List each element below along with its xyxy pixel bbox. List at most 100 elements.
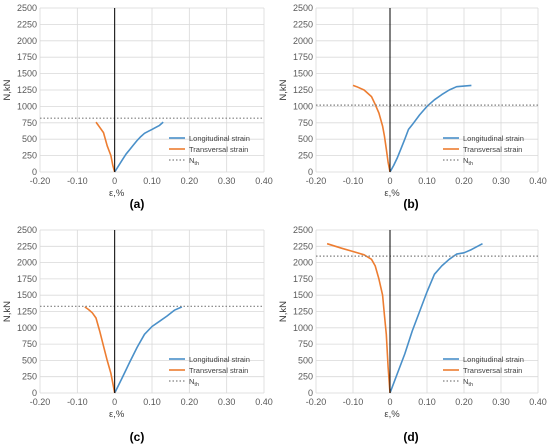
y-tick-label: 750 <box>22 118 37 128</box>
legend-nth-label: Nth <box>463 156 473 167</box>
y-tick-label: 250 <box>22 372 37 382</box>
y-tick-label: 750 <box>298 339 313 349</box>
x-tick-label: 0.40 <box>529 397 547 407</box>
x-tick-label: -0.20 <box>30 397 51 407</box>
x-tick-label: 0.40 <box>255 176 273 186</box>
y-tick-label: 0 <box>32 167 37 177</box>
y-tick-label: 0 <box>32 388 37 398</box>
series-line-longitudinal <box>114 121 164 173</box>
x-axis-label: ε,% <box>384 409 400 420</box>
y-tick-label: 2000 <box>17 258 37 268</box>
chart-panel-c: 0 250 500 750 1000 1250 1500 1750 2000 2250 2500 -0… <box>2 225 273 420</box>
x-tick-label: -0.10 <box>343 397 364 407</box>
legend-longitudinal-label: Longitudinal strain <box>189 355 250 364</box>
y-tick-label: 1500 <box>293 69 313 79</box>
legend-nth-label: Nth <box>189 156 199 167</box>
y-tick-label: 1250 <box>293 307 313 317</box>
x-tick-label: -0.20 <box>306 397 327 407</box>
y-tick-label: 2250 <box>17 19 37 29</box>
legend-nth-label: Nth <box>463 377 473 388</box>
legend-transversal-label: Transversal strain <box>463 145 522 154</box>
series-line-longitudinal <box>389 84 472 173</box>
series-line-longitudinal <box>389 242 483 394</box>
y-tick-label: 2250 <box>293 19 313 29</box>
legend-transversal-label: Transversal strain <box>463 366 522 375</box>
x-tick-label: 0.10 <box>143 176 161 186</box>
panel-label-a: (a) <box>130 197 145 211</box>
x-tick-label: 0.40 <box>529 176 547 186</box>
y-tick-label: 2250 <box>17 241 37 251</box>
y-axis-label: N,kN <box>278 301 289 322</box>
y-tick-label: 250 <box>298 151 313 161</box>
series-line-transversal <box>326 242 391 394</box>
chart-panel-b: 0 250 500 750 1000 1250 1500 1750 2000 2250 2500 -0… <box>278 3 547 199</box>
x-tick-label: 0 <box>112 397 117 407</box>
x-tick-label: 0 <box>387 176 392 186</box>
y-tick-label: 1500 <box>293 290 313 300</box>
x-tick-label: 0 <box>112 176 117 186</box>
legend-transversal-label: Transversal strain <box>189 145 248 154</box>
x-tick-label: 0.10 <box>418 397 436 407</box>
x-tick-label: 0.20 <box>455 176 473 186</box>
y-tick-label: 1750 <box>293 52 313 62</box>
y-tick-label: 1000 <box>293 323 313 333</box>
y-tick-label: 1750 <box>17 274 37 284</box>
y-axis-label: N,kN <box>278 79 289 100</box>
y-axis-label: N,kN <box>2 301 13 322</box>
y-tick-label: 1750 <box>17 52 37 62</box>
x-tick-label: 0.20 <box>455 397 473 407</box>
panel-label-b: (b) <box>403 197 418 211</box>
y-tick-label: 750 <box>22 339 37 349</box>
series-line-transversal <box>84 306 116 394</box>
y-tick-label: 1000 <box>17 323 37 333</box>
x-tick-label: -0.20 <box>306 176 327 186</box>
y-tick-label: 1250 <box>293 85 313 95</box>
y-tick-label: 1250 <box>17 85 37 95</box>
chart-panel-a: 0 250 500 750 1000 1250 1500 1750 2000 2250 2500 -0… <box>2 3 273 199</box>
y-tick-label: 1750 <box>293 274 313 284</box>
x-tick-label: 0 <box>387 397 392 407</box>
chart-panel-d: 0 250 500 750 1000 1250 1500 1750 2000 2250 2500 -0… <box>278 225 547 420</box>
y-tick-label: 2000 <box>293 36 313 46</box>
y-tick-label: 500 <box>22 134 37 144</box>
y-tick-label: 2500 <box>17 3 37 13</box>
x-axis-label: ε,% <box>109 409 125 420</box>
x-tick-label: 0.30 <box>492 176 510 186</box>
y-tick-label: 500 <box>22 355 37 365</box>
y-tick-label: 2000 <box>293 258 313 268</box>
y-tick-label: 250 <box>22 151 37 161</box>
y-tick-label: 2250 <box>293 241 313 251</box>
y-tick-label: 0 <box>308 167 313 177</box>
y-tick-label: 2500 <box>293 225 313 235</box>
y-axis-label: N,kN <box>2 79 13 100</box>
y-tick-label: 2500 <box>293 3 313 13</box>
x-tick-label: 0.40 <box>255 397 273 407</box>
y-tick-label: 500 <box>298 355 313 365</box>
x-tick-label: 0.10 <box>418 176 436 186</box>
panel-label-c: (c) <box>130 430 145 444</box>
legend-nth-label: Nth <box>189 377 199 388</box>
x-tick-label: 0.20 <box>181 397 199 407</box>
y-tick-label: 1000 <box>17 101 37 111</box>
x-tick-label: -0.10 <box>67 397 88 407</box>
y-tick-label: 250 <box>298 372 313 382</box>
legend-longitudinal-label: Longitudinal strain <box>463 355 524 364</box>
y-tick-label: 0 <box>308 388 313 398</box>
y-tick-label: 1500 <box>17 290 37 300</box>
x-tick-label: 0.30 <box>218 397 236 407</box>
x-tick-label: 0.30 <box>492 397 510 407</box>
x-tick-label: -0.10 <box>343 176 364 186</box>
panel-label-d: (d) <box>403 430 418 444</box>
series-line-longitudinal <box>113 306 183 394</box>
y-tick-label: 1500 <box>17 69 37 79</box>
y-tick-label: 2500 <box>17 225 37 235</box>
legend-longitudinal-label: Longitudinal strain <box>463 134 524 143</box>
x-axis-label: ε,% <box>109 188 125 199</box>
x-tick-label: -0.20 <box>30 176 51 186</box>
x-tick-label: 0.30 <box>218 176 236 186</box>
x-tick-label: 0.20 <box>181 176 199 186</box>
series-line-transversal <box>95 121 116 173</box>
x-tick-label: 0.10 <box>143 397 161 407</box>
x-tick-label: -0.10 <box>67 176 88 186</box>
y-tick-label: 750 <box>298 118 313 128</box>
